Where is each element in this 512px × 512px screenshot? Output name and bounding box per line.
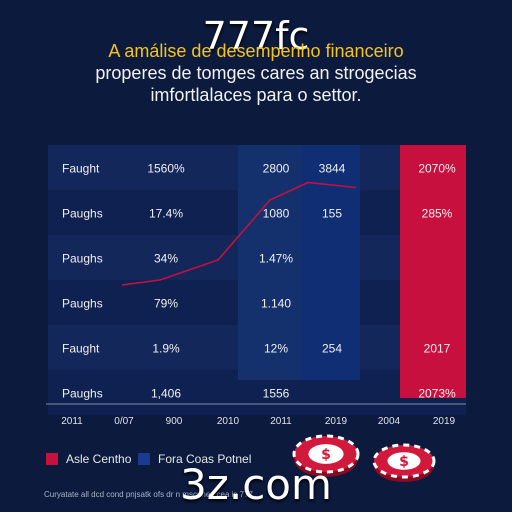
table-cell: 1.9% [152,342,180,356]
table-cell: 34% [154,252,178,266]
table-cell: 1,406 [151,387,181,401]
x-tick-label: 0/07 [114,416,134,427]
footnote: Curyatate all dcd cond pnjsatk ofs dr n … [44,490,253,499]
table-cell: 17.4% [149,207,183,221]
legend-label-1: Asle Centho [66,452,132,466]
table-cell: 2073% [418,387,456,401]
table-cell: 1.47% [259,252,293,266]
table-cell: 1560% [147,162,185,176]
row-label: Faught [62,162,100,176]
x-tick-label: 2004 [378,416,401,427]
table-cell: 155 [322,207,342,221]
table-cell: 2800 [263,162,290,176]
table-cell: 1556 [263,387,290,401]
watermark-top: 777fc [202,14,310,58]
table-cell: 285% [422,207,453,221]
legend-item-1: Asle Centho [46,452,131,466]
legend-item-2: Fora Coas Potnel [138,452,251,466]
legend-label-2: Fora Coas Potnel [158,452,252,466]
chip-symbol: $ [321,447,331,463]
x-tick-label: 2019 [433,416,456,427]
chip-center [387,452,421,470]
table-cell: 3844 [319,162,346,176]
table-cell: 2017 [424,342,451,356]
legend-swatch-red [46,453,58,465]
row-label: Paughs [62,387,103,401]
row-label: Paughs [62,252,103,266]
table-cell: 1080 [263,207,290,221]
table-cell: 12% [264,342,288,356]
watermark-bottom: 3z.com [180,460,332,509]
title-line-3: imfortlalaces para o settor. [150,85,362,105]
blue-column [238,145,302,380]
title-line-1: A amálise de desempenho financeiro [108,41,404,61]
legend-swatch-blue [138,453,150,465]
x-tick-label: 2011 [61,416,83,427]
row-label: Paughs [62,297,103,311]
red-bar [400,145,466,398]
chip-center [308,444,344,464]
table-cell: 79% [154,297,178,311]
table-cell: 1.140 [261,297,291,311]
x-tick-label: 2019 [325,416,348,427]
table-cell: 254 [322,342,342,356]
row-label: Paughs [62,207,103,221]
trend-line [121,181,357,286]
x-tick-label: 2011 [270,416,292,427]
title-line-2: properes de tomges cares an strogecias [95,63,417,83]
x-tick-label: 900 [166,416,183,427]
chart-title: A amálise de desempenho financeiro prope… [40,40,472,106]
x-tick-label: 2010 [217,416,240,427]
row-label: Faught [62,342,100,356]
chip-symbol: $ [399,454,409,470]
table-cell: 2070% [418,162,456,176]
